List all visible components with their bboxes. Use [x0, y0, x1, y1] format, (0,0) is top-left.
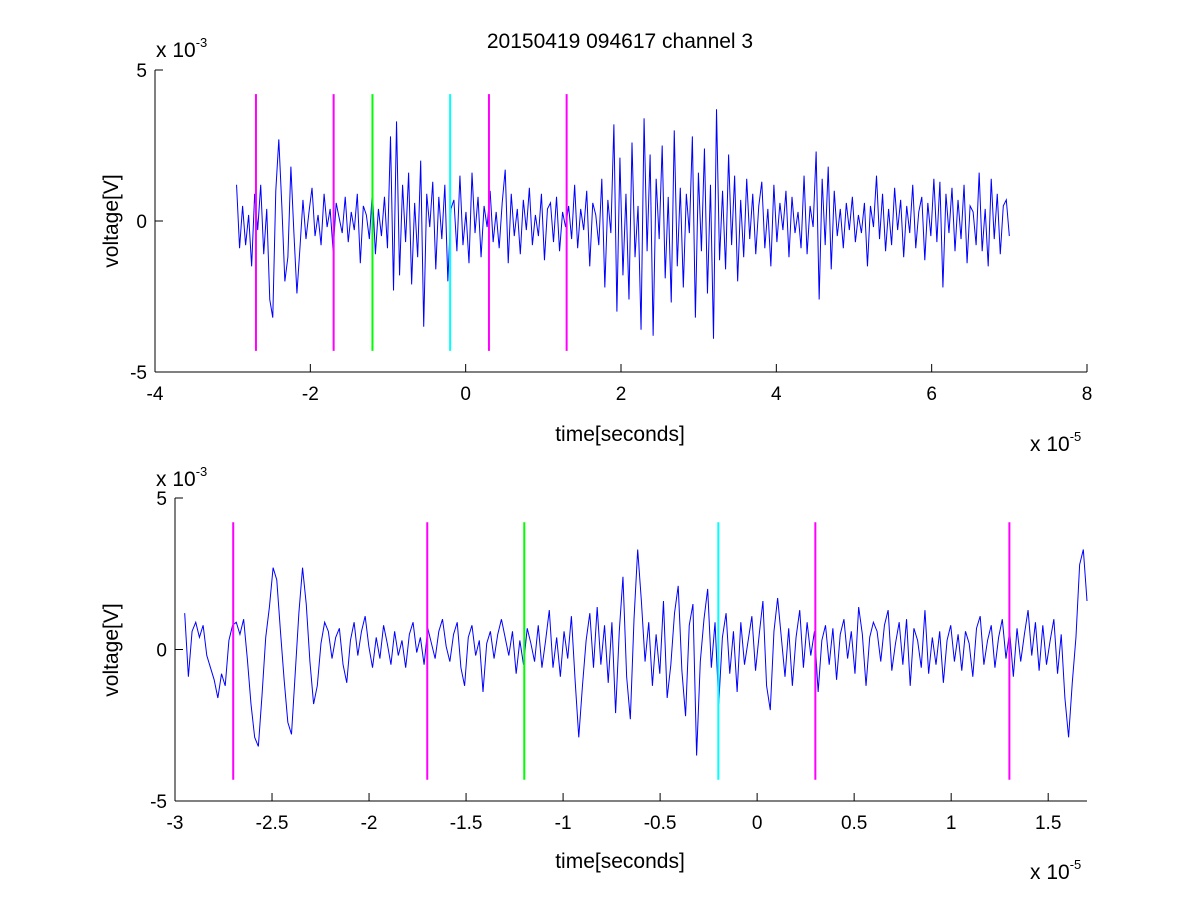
top-x-tick-label: -2: [302, 384, 319, 405]
bottom-x-tick-label: 1: [946, 813, 957, 834]
top-y-exponent-power: -3: [196, 35, 208, 50]
bottom-x-exponent-power: -5: [1070, 857, 1082, 872]
bottom-y-exponent-base: x 10: [156, 468, 196, 491]
bottom-x-tick-label: -2.5: [256, 813, 289, 834]
top-x-tick-label: 2: [616, 384, 627, 405]
bottom-y-tick-label: -5: [150, 792, 167, 813]
top-x-axis-label: time[seconds]: [555, 423, 685, 446]
top-x-tick-label: 8: [1082, 384, 1093, 405]
bottom-x-tick-label: 0.5: [841, 813, 867, 834]
top-x-tick-label: 4: [771, 384, 782, 405]
bottom-x-tick-label: -3: [167, 813, 184, 834]
chart-title: 20150419 094617 channel 3: [487, 30, 753, 53]
top-x-exponent: x 10-5: [1030, 429, 1081, 456]
top-x-tick-label: 6: [926, 384, 937, 405]
top-x-exponent-base: x 10: [1030, 433, 1070, 456]
bottom-x-exponent-base: x 10: [1030, 861, 1070, 884]
bottom-y-exponent-power: -3: [196, 464, 208, 479]
top-axes: 20150419 094617 channel 3 x 10-3 x 10-5 …: [100, 30, 1092, 456]
top-y-exponent: x 10-3: [156, 35, 207, 62]
top-y-exponent-base: x 10: [156, 39, 196, 62]
top-y-tick-label: -5: [130, 363, 147, 384]
top-x-exponent-power: -5: [1070, 429, 1082, 444]
bottom-voltage-trace: [184, 549, 1088, 756]
top-x-tick-label: 0: [460, 384, 471, 405]
top-voltage-trace: [236, 109, 1010, 339]
bottom-x-tick-label: -0.5: [644, 813, 677, 834]
bottom-x-tick-label: 1.5: [1035, 813, 1061, 834]
top-x-tick-label: -4: [147, 384, 164, 405]
bottom-axes: x 10-3 x 10-5 time[seconds] voltage[V] -…: [100, 464, 1088, 884]
top-y-tick-label: 0: [136, 212, 147, 233]
bottom-x-tick-label: -1: [555, 813, 572, 834]
bottom-y-exponent: x 10-3: [156, 464, 207, 491]
bottom-y-tick-label: 0: [156, 641, 167, 662]
bottom-x-tick-label: -1.5: [450, 813, 483, 834]
top-y-tick-label: 5: [136, 61, 147, 82]
bottom-y-tick-label: 5: [156, 489, 167, 510]
bottom-y-axis-label: voltage[V]: [100, 603, 123, 696]
bottom-x-tick-label: 0: [752, 813, 763, 834]
bottom-x-tick-label: -2: [361, 813, 378, 834]
bottom-x-axis-label: time[seconds]: [555, 850, 685, 873]
bottom-x-exponent: x 10-5: [1030, 857, 1081, 884]
top-y-axis-label: voltage[V]: [100, 174, 123, 267]
